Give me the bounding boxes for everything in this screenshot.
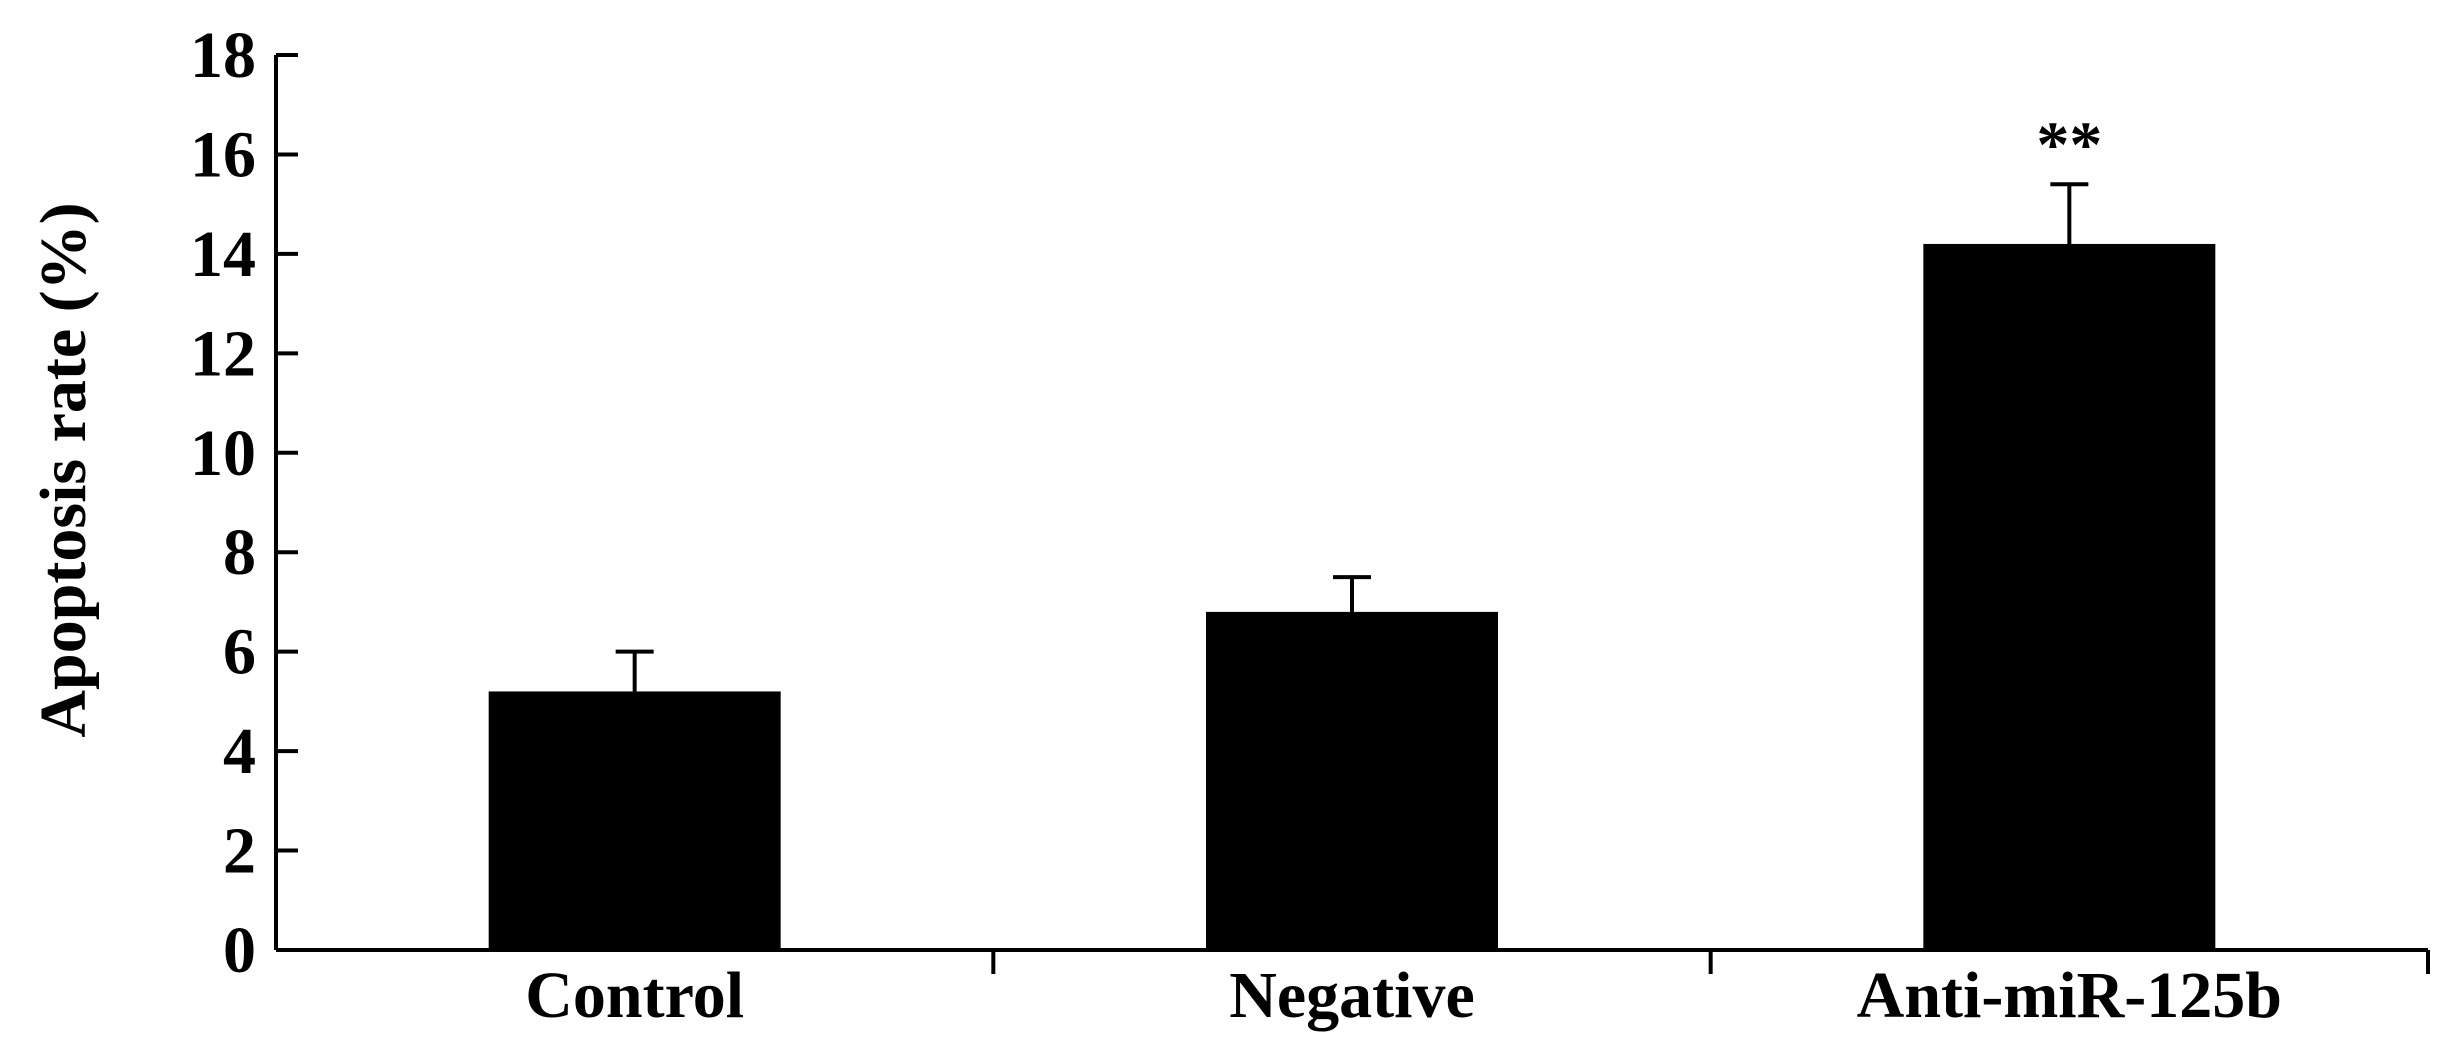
y-tick-label: 12	[190, 317, 256, 390]
y-tick-label: 2	[223, 815, 256, 888]
bar	[488, 691, 781, 950]
y-tick-label: 16	[190, 118, 256, 191]
y-tick-label: 14	[190, 218, 256, 291]
y-axis-label: Apoptosis rate (%)	[27, 202, 100, 737]
bar	[1923, 243, 2216, 950]
y-tick-label: 18	[190, 19, 256, 92]
significance-marker: **	[2036, 108, 2102, 181]
category-labels: Control Negative Anti-miR-125b	[525, 959, 2282, 1032]
x-tick-label: Anti-miR-125b	[1857, 959, 2282, 1032]
y-tick-label: 4	[223, 715, 256, 788]
annotations: **	[2036, 108, 2102, 181]
error-bars	[615, 182, 2089, 692]
y-axis: 0 2 4 6 8 10 12 14 16 18	[190, 19, 298, 987]
y-tick-label: 6	[223, 616, 256, 689]
y-tick-label: 10	[190, 417, 256, 490]
bars	[488, 243, 2216, 950]
bar	[1206, 611, 1498, 950]
x-tick-label: Negative	[1229, 959, 1475, 1032]
y-tick-label: 8	[223, 516, 256, 589]
y-tick-label: 0	[223, 914, 256, 987]
x-tick-label: Control	[525, 959, 744, 1032]
